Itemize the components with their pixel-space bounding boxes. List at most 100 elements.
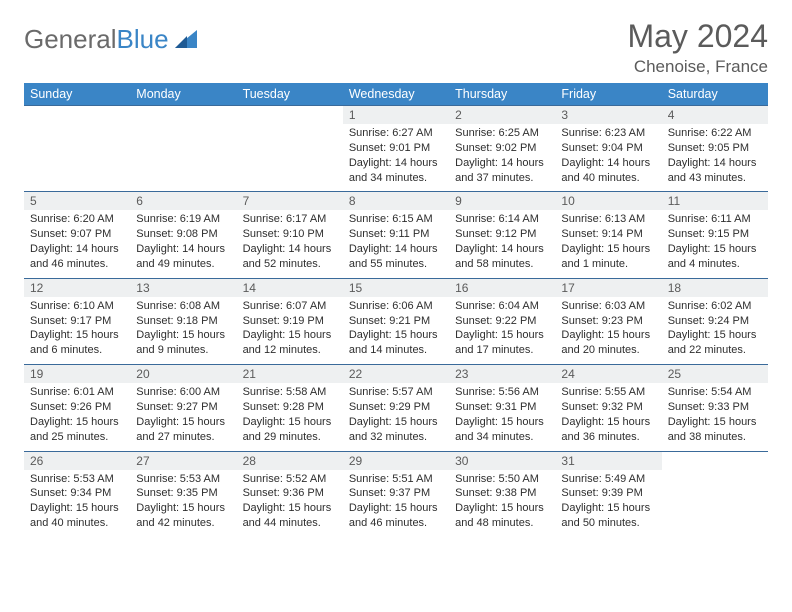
daylight-text: Daylight: 15 hours <box>243 415 337 430</box>
daylight-text: and 9 minutes. <box>136 343 230 358</box>
day-content-cell: Sunrise: 6:19 AMSunset: 9:08 PMDaylight:… <box>130 210 236 278</box>
weekday-header: Saturday <box>662 83 768 106</box>
day-content-cell <box>24 124 130 192</box>
daylight-text: Daylight: 15 hours <box>561 328 655 343</box>
day-number-cell: 5 <box>24 192 130 211</box>
daylight-text: and 37 minutes. <box>455 171 549 186</box>
day-number-cell: 22 <box>343 365 449 384</box>
daylight-text: Daylight: 15 hours <box>349 415 443 430</box>
sunrise-text: Sunrise: 6:20 AM <box>30 212 124 227</box>
daylight-text: Daylight: 14 hours <box>455 156 549 171</box>
daylight-text: and 6 minutes. <box>30 343 124 358</box>
daylight-text: and 46 minutes. <box>30 257 124 272</box>
sunrise-text: Sunrise: 6:14 AM <box>455 212 549 227</box>
day-number: 4 <box>668 108 675 122</box>
sunrise-text: Sunrise: 6:27 AM <box>349 126 443 141</box>
daylight-text: Daylight: 15 hours <box>349 501 443 516</box>
day-number-row: 262728293031 <box>24 451 768 470</box>
sunset-text: Sunset: 9:11 PM <box>349 227 443 242</box>
day-content-cell: Sunrise: 6:02 AMSunset: 9:24 PMDaylight:… <box>662 297 768 365</box>
daylight-text: Daylight: 15 hours <box>349 328 443 343</box>
sunrise-text: Sunrise: 5:49 AM <box>561 472 655 487</box>
day-content-cell: Sunrise: 6:20 AMSunset: 9:07 PMDaylight:… <box>24 210 130 278</box>
day-number-cell: 25 <box>662 365 768 384</box>
sunset-text: Sunset: 9:27 PM <box>136 400 230 415</box>
day-content-cell: Sunrise: 6:08 AMSunset: 9:18 PMDaylight:… <box>130 297 236 365</box>
day-number-cell: 11 <box>662 192 768 211</box>
day-number-cell <box>130 106 236 125</box>
sunrise-text: Sunrise: 6:00 AM <box>136 385 230 400</box>
daylight-text: and 12 minutes. <box>243 343 337 358</box>
sunset-text: Sunset: 9:29 PM <box>349 400 443 415</box>
sunrise-text: Sunrise: 5:54 AM <box>668 385 762 400</box>
weekday-header: Tuesday <box>237 83 343 106</box>
day-number: 11 <box>668 194 680 208</box>
day-number-cell: 8 <box>343 192 449 211</box>
weekday-header: Sunday <box>24 83 130 106</box>
sunset-text: Sunset: 9:37 PM <box>349 486 443 501</box>
sunrise-text: Sunrise: 6:17 AM <box>243 212 337 227</box>
daylight-text: and 38 minutes. <box>668 430 762 445</box>
brand-logo: GeneralBlue <box>24 18 199 55</box>
sunrise-text: Sunrise: 5:53 AM <box>136 472 230 487</box>
sunset-text: Sunset: 9:26 PM <box>30 400 124 415</box>
day-content-cell: Sunrise: 6:23 AMSunset: 9:04 PMDaylight:… <box>555 124 661 192</box>
daylight-text: and 58 minutes. <box>455 257 549 272</box>
daylight-text: and 52 minutes. <box>243 257 337 272</box>
day-content-cell: Sunrise: 6:07 AMSunset: 9:19 PMDaylight:… <box>237 297 343 365</box>
daylight-text: Daylight: 15 hours <box>668 328 762 343</box>
sunrise-text: Sunrise: 5:50 AM <box>455 472 549 487</box>
day-content-row: Sunrise: 6:10 AMSunset: 9:17 PMDaylight:… <box>24 297 768 365</box>
sunrise-text: Sunrise: 6:13 AM <box>561 212 655 227</box>
day-number-cell: 16 <box>449 278 555 297</box>
day-number: 7 <box>243 194 250 208</box>
daylight-text: and 50 minutes. <box>561 516 655 531</box>
day-number-cell: 18 <box>662 278 768 297</box>
daylight-text: Daylight: 15 hours <box>243 501 337 516</box>
daylight-text: Daylight: 14 hours <box>349 156 443 171</box>
day-content-cell: Sunrise: 5:52 AMSunset: 9:36 PMDaylight:… <box>237 470 343 537</box>
daylight-text: Daylight: 15 hours <box>136 415 230 430</box>
daylight-text: Daylight: 15 hours <box>243 328 337 343</box>
day-content-row: Sunrise: 6:27 AMSunset: 9:01 PMDaylight:… <box>24 124 768 192</box>
sunset-text: Sunset: 9:22 PM <box>455 314 549 329</box>
daylight-text: and 42 minutes. <box>136 516 230 531</box>
sunset-text: Sunset: 9:38 PM <box>455 486 549 501</box>
day-number: 24 <box>561 367 574 381</box>
sunrise-text: Sunrise: 6:02 AM <box>668 299 762 314</box>
day-content-cell: Sunrise: 6:01 AMSunset: 9:26 PMDaylight:… <box>24 383 130 451</box>
day-number: 12 <box>30 281 43 295</box>
day-number-cell: 13 <box>130 278 236 297</box>
day-number: 28 <box>243 454 256 468</box>
sunset-text: Sunset: 9:08 PM <box>136 227 230 242</box>
day-number-cell: 2 <box>449 106 555 125</box>
sunset-text: Sunset: 9:15 PM <box>668 227 762 242</box>
day-content-cell: Sunrise: 5:55 AMSunset: 9:32 PMDaylight:… <box>555 383 661 451</box>
daylight-text: and 40 minutes. <box>30 516 124 531</box>
day-content-cell: Sunrise: 6:04 AMSunset: 9:22 PMDaylight:… <box>449 297 555 365</box>
daylight-text: Daylight: 15 hours <box>30 328 124 343</box>
sunrise-text: Sunrise: 6:23 AM <box>561 126 655 141</box>
day-number-cell: 12 <box>24 278 130 297</box>
day-content-cell: Sunrise: 5:51 AMSunset: 9:37 PMDaylight:… <box>343 470 449 537</box>
day-content-cell: Sunrise: 6:27 AMSunset: 9:01 PMDaylight:… <box>343 124 449 192</box>
daylight-text: Daylight: 14 hours <box>243 242 337 257</box>
daylight-text: and 34 minutes. <box>349 171 443 186</box>
day-content-cell: Sunrise: 6:06 AMSunset: 9:21 PMDaylight:… <box>343 297 449 365</box>
daylight-text: Daylight: 15 hours <box>30 501 124 516</box>
day-number: 25 <box>668 367 681 381</box>
day-number: 26 <box>30 454 43 468</box>
calendar-table: Sunday Monday Tuesday Wednesday Thursday… <box>24 83 768 537</box>
daylight-text: and 44 minutes. <box>243 516 337 531</box>
daylight-text: Daylight: 15 hours <box>561 415 655 430</box>
daylight-text: and 48 minutes. <box>455 516 549 531</box>
sunrise-text: Sunrise: 6:08 AM <box>136 299 230 314</box>
day-number-cell: 30 <box>449 451 555 470</box>
sunset-text: Sunset: 9:34 PM <box>30 486 124 501</box>
sunset-text: Sunset: 9:19 PM <box>243 314 337 329</box>
day-number: 10 <box>561 194 574 208</box>
weekday-header: Wednesday <box>343 83 449 106</box>
sunset-text: Sunset: 9:33 PM <box>668 400 762 415</box>
day-content-cell <box>662 470 768 537</box>
day-content-cell: Sunrise: 5:53 AMSunset: 9:35 PMDaylight:… <box>130 470 236 537</box>
